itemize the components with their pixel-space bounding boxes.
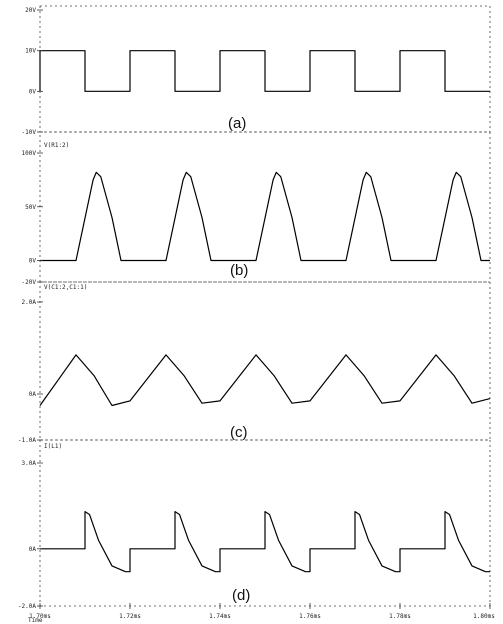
panel-c-y-ticks: 2.0A 0A -1.0A	[18, 299, 43, 444]
y-tick-label: 10V	[25, 48, 36, 55]
y-tick-label: 100V	[22, 150, 37, 157]
x-axis-title: Time	[28, 617, 43, 624]
y-tick-label: 50V	[25, 204, 36, 211]
panel-d-frame	[39, 439, 491, 607]
panel-c-trace	[39, 354, 491, 407]
panel-d-y-ticks: 3.0A 0A -2.0A	[18, 460, 43, 610]
x-tick-label: 1.80ms	[473, 613, 495, 620]
panel-d-trace	[40, 511, 490, 573]
panel-d-label: (d)	[232, 587, 250, 604]
y-tick-label: 2.0A	[22, 299, 37, 306]
panel-d: I(L1) 3.0A 0A -2.0A 1.70ms 1.72ms 1.74ms 1.76…	[18, 439, 495, 624]
y-tick-label: 20V	[25, 7, 36, 14]
x-tick-label: 1.74ms	[209, 613, 231, 620]
panel-a-label: (a)	[228, 115, 246, 132]
panel-c-trace-label: V(C1:2,C1:1)	[44, 284, 87, 291]
panel-c-label: (c)	[230, 424, 248, 441]
panel-a: 20V 10V 0V -10V (a)	[22, 5, 491, 136]
panel-b-y-ticks: 100V 50V 0V -20V	[22, 150, 43, 286]
panel-b: V(R1:2) 100V 50V 0V -20V (b)	[22, 131, 491, 286]
y-tick-label: 0V	[29, 258, 37, 265]
y-tick-label: 0A	[29, 391, 37, 398]
x-tick-label: 1.72ms	[119, 613, 141, 620]
panel-b-trace	[40, 171, 490, 262]
y-tick-label: -10V	[22, 129, 37, 136]
x-tick-label: 1.76ms	[299, 613, 321, 620]
x-axis-ticks: 1.70ms 1.72ms 1.74ms 1.76ms 1.78ms 1.80ms	[29, 603, 495, 620]
y-tick-label: 0A	[29, 546, 37, 553]
y-tick-label: -20V	[22, 279, 37, 286]
panel-b-frame	[39, 131, 491, 283]
x-tick-label: 1.70ms	[29, 613, 51, 620]
y-tick-label: -1.0A	[18, 437, 36, 444]
y-tick-label: 0V	[29, 88, 37, 95]
panel-d-trace-label: I(L1)	[44, 443, 62, 450]
y-tick-label: -2.0A	[18, 603, 36, 610]
panel-b-trace-label: V(R1:2)	[44, 142, 69, 149]
x-tick-label: 1.78ms	[389, 613, 411, 620]
panel-a-trace	[39, 50, 490, 92]
y-tick-label: 3.0A	[22, 460, 37, 467]
panel-c: V(C1:2,C1:1) 2.0A 0A -1.0A (c)	[18, 281, 491, 444]
panel-b-label: (b)	[230, 262, 248, 279]
panel-c-frame	[39, 281, 491, 441]
